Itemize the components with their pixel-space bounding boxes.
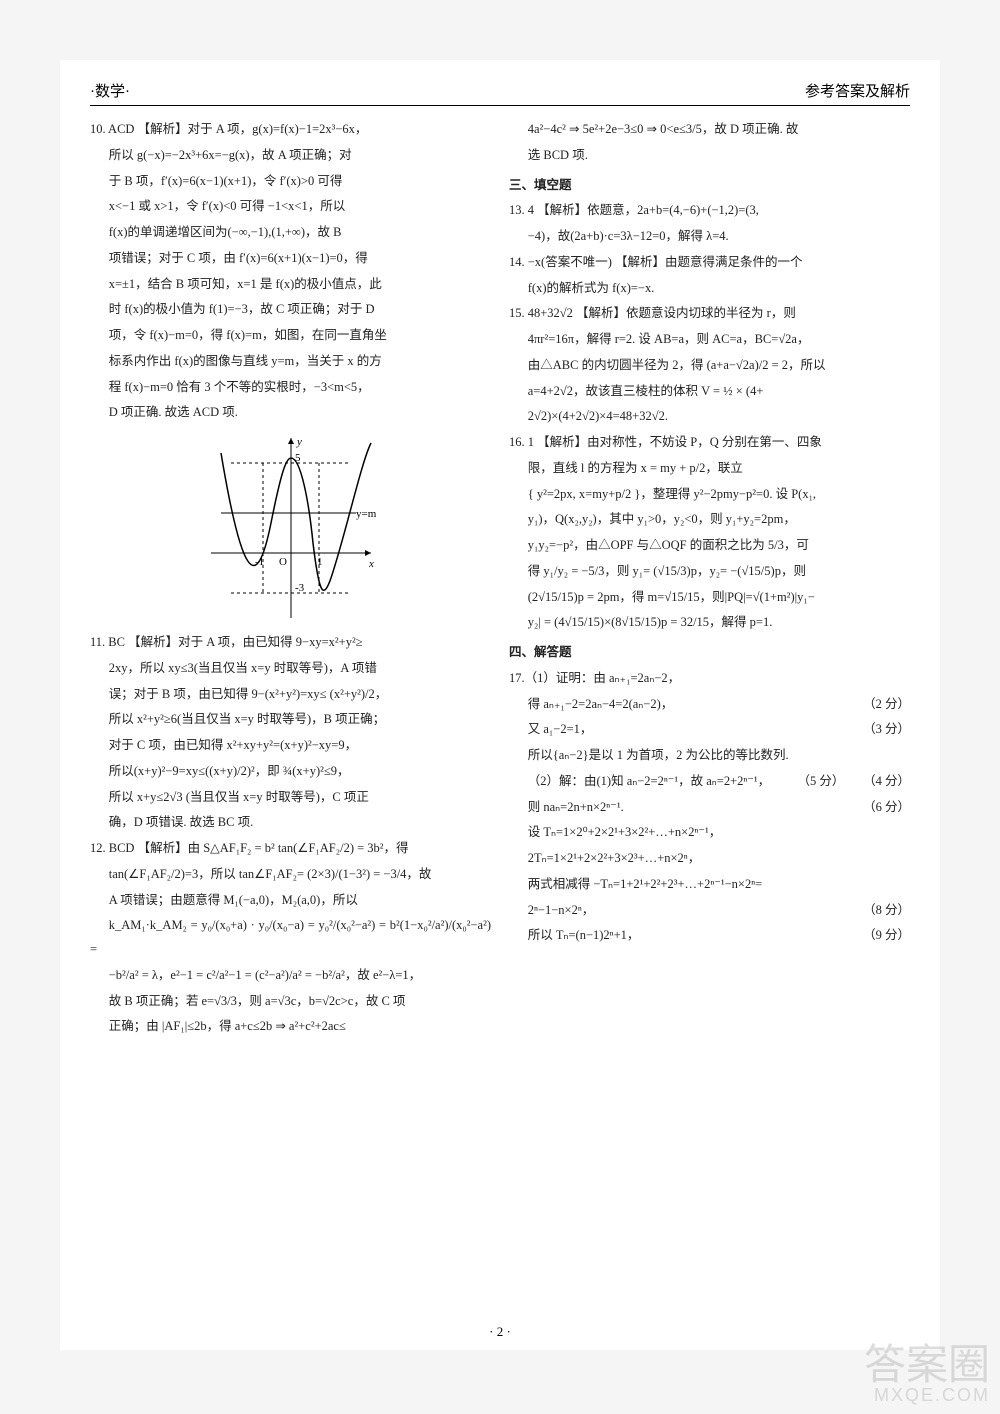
score-annotation: （2 分）: [844, 693, 910, 717]
text-line: 所以 x²+y²≥6(当且仅当 x=y 时取等号)，B 项正确；: [90, 708, 491, 732]
header-right: 参考答案及解析: [805, 80, 910, 101]
text-line: 16. 1 【解析】由对称性，不妨设 P，Q 分别在第一、四象: [509, 431, 910, 455]
text-line: 得 aₙ₊₁−2=2aₙ−4=2(aₙ−2)，（2 分）: [509, 693, 910, 717]
text-line: 13. 4 【解析】依题意，2a+b=(4,−6)+(−1,2)=(3,: [509, 199, 910, 223]
watermark-sub: MXQE.COM: [864, 1386, 990, 1404]
page-footer: · 2 ·: [60, 1324, 940, 1340]
text-line: 12. BCD 【解析】由 S△AF₁F₂ = b² tan(∠F₁AF₂/2)…: [90, 837, 491, 861]
text-line: k_AM₁·k_AM₂ = y₀/(x₀+a) · y₀/(x₀−a) = y₀…: [90, 914, 491, 962]
text-line: 确，D 项错误. 故选 BC 项.: [90, 811, 491, 835]
text-line: a=4+2√2，故该直三棱柱的体积 V = ½ × (4+: [509, 380, 910, 404]
text-line: 4πr²=16π，解得 r=2. 设 AB=a，则 AC=a，BC=√2a，: [509, 328, 910, 352]
text-line: 误；对于 B 项，由已知得 9−(x²+y²)=xy≤ (x²+y²)/2，: [90, 683, 491, 707]
text-line: D 项正确. 故选 ACD 项.: [90, 401, 491, 425]
text-line: 选 BCD 项.: [509, 144, 910, 168]
svg-text:1: 1: [317, 556, 323, 568]
page-header: ·数学· 参考答案及解析: [90, 80, 910, 106]
watermark: 答案圈 MXQE.COM: [864, 1344, 990, 1404]
text-line: 两式相减得 −Tₙ=1+2¹+2²+2³+…+2ⁿ⁻¹−n×2ⁿ=: [509, 873, 910, 897]
score-annotation: （4 分）: [844, 770, 910, 794]
text-line: 又 a₁−2=1，（3 分）: [509, 718, 910, 742]
text-line: 设 Tₙ=1×2⁰+2×2¹+3×2²+…+n×2ⁿ⁻¹，: [509, 821, 910, 845]
text-line: f(x)的解析式为 f(x)=−x.: [509, 277, 910, 301]
text-line: 2Tₙ=1×2¹+2×2²+3×2³+…+n×2ⁿ，: [509, 847, 910, 871]
score-annotation: （5 分）: [779, 770, 845, 794]
text-line: 故 B 项正确；若 e=√3/3，则 a=√3c，b=√2c>c，故 C 项: [90, 990, 491, 1014]
text-line: { y²=2px, x=my+p/2 }，整理得 y²−2pmy−p²=0. 设…: [509, 483, 910, 507]
svg-text:x: x: [368, 558, 374, 570]
text-line: −4)，故(2a+b)·c=3λ−12=0，解得 λ=4.: [509, 225, 910, 249]
text-line: (2√15/15)p = 2pm，得 m=√15/15，则|PQ|=√(1+m²…: [509, 586, 910, 610]
text-line: −b²/a² = λ，e²−1 = c²/a²−1 = (c²−a²)/a² =…: [90, 964, 491, 988]
score-annotation: （3 分）: [844, 718, 910, 742]
text-line: 则 naₙ=2n+n×2ⁿ⁻¹.（6 分）: [509, 796, 910, 820]
svg-text:O: O: [279, 556, 287, 568]
text-line: x=±1，结合 B 项可知，x=1 是 f(x)的极小值点，此: [90, 273, 491, 297]
right-column: 4a²−4c² ⇒ 5e²+2e−3≤0 ⇒ 0<e≤3/5，故 D 项正确. …: [509, 118, 910, 1308]
text-line: y₁y₂=−p²，由△OPF 与△OQF 的面积之比为 5/3，可: [509, 534, 910, 558]
text-line: 限，直线 l 的方程为 x = my + p/2，联立: [509, 457, 910, 481]
text-line: 得 y₁/y₂ = −5/3，则 y₁= (√15/3)p，y₂= −(√15/…: [509, 560, 910, 584]
text-line: y₂| = (4√15/15)×(8√15/15)p = 32/15，解得 p=…: [509, 611, 910, 635]
text-line: 2xy，所以 xy≤3(当且仅当 x=y 时取等号)，A 项错: [90, 657, 491, 681]
text-line: 标系内作出 f(x)的图像与直线 y=m，当关于 x 的方: [90, 350, 491, 374]
text-line: 2ⁿ−1−n×2ⁿ，（8 分）: [509, 899, 910, 923]
text-line: 所以 x+y≤2√3 (当且仅当 x=y 时取等号)，C 项正: [90, 786, 491, 810]
header-left: ·数学·: [90, 80, 130, 101]
text-line: 由△ABC 的内切圆半径为 2，得 (a+a−√2a)/2 = 2，所以: [509, 354, 910, 378]
left-column: 10. ACD 【解析】对于 A 项，g(x)=f(x)−1=2x³−6x，所以…: [90, 118, 491, 1308]
cubic-graph: 5-3y=mO-11xy: [201, 433, 381, 623]
text-line: 所以 g(−x)=−2x³+6x=−g(x)，故 A 项正确；对: [90, 144, 491, 168]
score-annotation: （6 分）: [844, 796, 910, 820]
text-line: 四、解答题: [509, 641, 910, 665]
text-line: 4a²−4c² ⇒ 5e²+2e−3≤0 ⇒ 0<e≤3/5，故 D 项正确. …: [509, 118, 910, 142]
text-line: 项错误；对于 C 项，由 f′(x)=6(x+1)(x−1)=0，得: [90, 247, 491, 271]
content-columns: 10. ACD 【解析】对于 A 项，g(x)=f(x)−1=2x³−6x，所以…: [90, 118, 910, 1308]
text-line: 正确；由 |AF₁|≤2b，得 a+c≤2b ⇒ a²+c²+2ac≤: [90, 1015, 491, 1039]
watermark-main: 答案圈: [864, 1344, 990, 1386]
svg-text:-1: -1: [255, 556, 264, 568]
text-line: 于 B 项，f′(x)=6(x−1)(x+1)，令 f′(x)>0 可得: [90, 170, 491, 194]
text-line: 所以 Tₙ=(n−1)2ⁿ+1，（9 分）: [509, 924, 910, 948]
svg-text:y=m: y=m: [356, 508, 377, 520]
text-line: y₁)，Q(x₂,y₂)，其中 y₁>0，y₂<0，则 y₁+y₂=2pm，: [509, 508, 910, 532]
text-line: 三、填空题: [509, 174, 910, 198]
text-line: 所以{aₙ−2}是以 1 为首项，2 为公比的等比数列.: [509, 744, 910, 768]
score-annotation: （8 分）: [844, 899, 910, 923]
text-line: 时 f(x)的极小值为 f(1)=−3，故 C 项正确；对于 D: [90, 298, 491, 322]
svg-text:y: y: [296, 436, 302, 448]
text-line: 程 f(x)−m=0 恰有 3 个不等的实根时，−3<m<5，: [90, 376, 491, 400]
page: ·数学· 参考答案及解析 10. ACD 【解析】对于 A 项，g(x)=f(x…: [60, 60, 940, 1350]
text-line: A 项错误；由题意得 M₁(−a,0)，M₂(a,0)，所以: [90, 889, 491, 913]
text-line: 15. 48+32√2 【解析】依题意设内切球的半径为 r，则: [509, 302, 910, 326]
text-line: 17.（1）证明：由 aₙ₊₁=2aₙ−2，: [509, 667, 910, 691]
text-line: f(x)的单调递增区间为(−∞,−1),(1,+∞)，故 B: [90, 221, 491, 245]
text-line: 11. BC 【解析】对于 A 项，由已知得 9−xy=x²+y²≥: [90, 631, 491, 655]
text-line: 项，令 f(x)−m=0，得 f(x)=m，如图，在同一直角坐: [90, 324, 491, 348]
text-line: x<−1 或 x>1，令 f′(x)<0 可得 −1<x<1，所以: [90, 195, 491, 219]
svg-text:-3: -3: [295, 582, 305, 594]
text-line: 所以(x+y)²−9=xy≤((x+y)/2)²，即 ¾(x+y)²≤9，: [90, 760, 491, 784]
text-line: 10. ACD 【解析】对于 A 项，g(x)=f(x)−1=2x³−6x，: [90, 118, 491, 142]
score-annotation: （9 分）: [844, 924, 910, 948]
text-line: 2√2)×(4+2√2)×4=48+32√2.: [509, 405, 910, 429]
text-line: 对于 C 项，由已知得 x²+xy+y²=(x+y)²−xy=9，: [90, 734, 491, 758]
text-line: 14. −x(答案不唯一) 【解析】由题意得满足条件的一个: [509, 251, 910, 275]
text-line: tan(∠F₁AF₂/2)=3，所以 tan∠F₁AF₂= (2×3)/(1−3…: [90, 863, 491, 887]
